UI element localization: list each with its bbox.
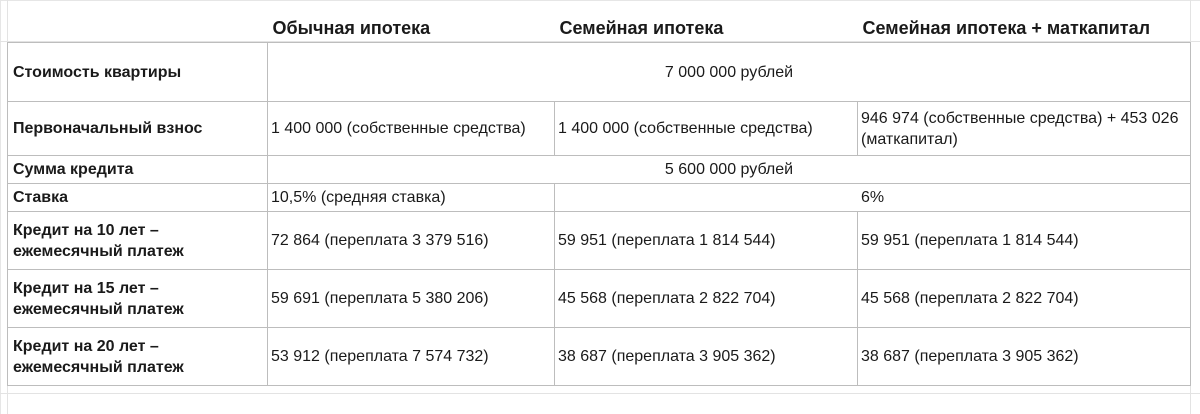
row-label-loan-10-years[interactable]: Кредит на 10 лет – ежемесячный платеж <box>7 211 268 270</box>
header-corner-cell[interactable] <box>8 14 268 43</box>
loan-15-matcapital-cell[interactable]: 45 568 (переплата 2 822 704) <box>857 269 1191 328</box>
loan-10-family-cell[interactable]: 59 951 (переплата 1 814 544) <box>554 211 858 270</box>
loan-15-regular-cell[interactable]: 59 691 (переплата 5 380 206) <box>267 269 555 328</box>
loan-20-matcapital-cell[interactable]: 38 687 (переплата 3 905 362) <box>857 327 1191 386</box>
mortgage-comparison-table: Обычная ипотека Семейная ипотека Семейна… <box>7 14 1191 386</box>
down-payment-family-cell[interactable]: 1 400 000 (собственные средства) <box>554 101 858 156</box>
down-payment-regular-cell[interactable]: 1 400 000 (собственные средства) <box>267 101 555 156</box>
loan-20-family-cell[interactable]: 38 687 (переплата 3 905 362) <box>554 327 858 386</box>
down-payment-matcapital-cell[interactable]: 946 974 (собственные средства) + 453 026… <box>857 101 1191 156</box>
table-row: Сумма кредита 5 600 000 рублей <box>7 155 1191 184</box>
table-row: Первоначальный взнос 1 400 000 (собствен… <box>7 101 1191 156</box>
row-label-loan-20-years[interactable]: Кредит на 20 лет – ежемесячный платеж <box>7 327 268 386</box>
rate-regular-cell[interactable]: 10,5% (средняя ставка) <box>267 183 555 212</box>
table-row: Кредит на 10 лет – ежемесячный платеж 72… <box>7 211 1191 270</box>
loan-15-family-cell[interactable]: 45 568 (переплата 2 822 704) <box>554 269 858 328</box>
rate-family-merged-cell[interactable]: 6% <box>554 183 1191 212</box>
table-row: Ставка 10,5% (средняя ставка) 6% <box>7 183 1191 212</box>
price-value-cell[interactable]: 7 000 000 рублей <box>267 42 1191 102</box>
header-regular-mortgage[interactable]: Обычная ипотека <box>267 14 555 43</box>
loan-10-matcapital-cell[interactable]: 59 951 (переплата 1 814 544) <box>857 211 1191 270</box>
row-label-loan-15-years[interactable]: Кредит на 15 лет – ежемесячный платеж <box>7 269 268 328</box>
row-label-rate[interactable]: Ставка <box>7 183 268 212</box>
loan-10-regular-cell[interactable]: 72 864 (переплата 3 379 516) <box>267 211 555 270</box>
header-family-mortgage-matcapital[interactable]: Семейная ипотека + маткапитал <box>857 14 1191 43</box>
row-label-down-payment[interactable]: Первоначальный взнос <box>7 101 268 156</box>
table-row: Кредит на 20 лет – ежемесячный платеж 53… <box>7 327 1191 386</box>
table-row: Кредит на 15 лет – ежемесячный платеж 59… <box>7 269 1191 328</box>
header-row: Обычная ипотека Семейная ипотека Семейна… <box>8 14 1191 43</box>
header-family-mortgage[interactable]: Семейная ипотека <box>554 14 858 43</box>
row-label-loan-amount[interactable]: Сумма кредита <box>7 155 268 184</box>
loan-amount-value-cell[interactable]: 5 600 000 рублей <box>267 155 1191 184</box>
table-row: Стоимость квартиры 7 000 000 рублей <box>7 42 1191 102</box>
row-label-price[interactable]: Стоимость квартиры <box>7 42 268 102</box>
loan-20-regular-cell[interactable]: 53 912 (переплата 7 574 732) <box>267 327 555 386</box>
